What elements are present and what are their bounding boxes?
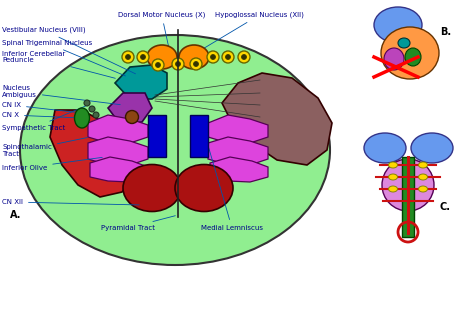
Ellipse shape [126, 54, 130, 60]
Ellipse shape [241, 54, 246, 60]
Ellipse shape [382, 159, 434, 211]
Ellipse shape [175, 61, 181, 66]
Text: Inferior Cerebellar
Peduncle: Inferior Cerebellar Peduncle [2, 50, 115, 78]
Ellipse shape [389, 174, 398, 180]
Ellipse shape [155, 62, 161, 67]
Text: CN X: CN X [2, 112, 79, 118]
Text: Pyramidal Tract: Pyramidal Tract [101, 216, 175, 231]
Ellipse shape [152, 59, 164, 71]
Ellipse shape [419, 174, 428, 180]
Ellipse shape [389, 162, 398, 168]
Text: CN XII: CN XII [2, 199, 139, 205]
Ellipse shape [74, 108, 90, 128]
Polygon shape [402, 157, 414, 237]
Ellipse shape [222, 51, 234, 63]
Ellipse shape [89, 106, 95, 112]
Text: B.: B. [440, 27, 451, 37]
Ellipse shape [210, 54, 216, 60]
Ellipse shape [226, 54, 230, 60]
Ellipse shape [381, 27, 439, 79]
Ellipse shape [123, 164, 181, 211]
Text: Vestibular Nucleus (VIII): Vestibular Nucleus (VIII) [2, 27, 136, 74]
Ellipse shape [398, 38, 410, 48]
Ellipse shape [419, 186, 428, 192]
Ellipse shape [175, 164, 233, 211]
Text: CN IX: CN IX [2, 102, 79, 113]
Ellipse shape [126, 111, 138, 123]
Ellipse shape [207, 51, 219, 63]
Text: Sympathetic Tract: Sympathetic Tract [2, 106, 85, 131]
Text: Nucleus
Ambiguus: Nucleus Ambiguus [2, 85, 120, 105]
Ellipse shape [405, 48, 421, 66]
Text: Dorsal Motor Nucleus (X): Dorsal Motor Nucleus (X) [118, 12, 205, 50]
Ellipse shape [419, 162, 428, 168]
Polygon shape [148, 115, 166, 157]
Polygon shape [115, 65, 167, 99]
Ellipse shape [93, 112, 99, 118]
Ellipse shape [140, 54, 146, 60]
Polygon shape [88, 137, 148, 165]
Text: Spinothalamic
Tract: Spinothalamic Tract [2, 138, 87, 157]
Ellipse shape [20, 35, 330, 265]
Ellipse shape [193, 61, 199, 66]
Text: Inferior Olive: Inferior Olive [2, 158, 102, 171]
Ellipse shape [238, 51, 250, 63]
Text: A.: A. [10, 210, 21, 220]
Ellipse shape [374, 7, 422, 43]
Ellipse shape [389, 186, 398, 192]
Polygon shape [190, 115, 208, 157]
Ellipse shape [179, 45, 209, 69]
Polygon shape [208, 137, 268, 165]
Ellipse shape [122, 51, 134, 63]
Polygon shape [90, 157, 148, 182]
Text: Hypoglossal Nucleus (XII): Hypoglossal Nucleus (XII) [199, 12, 304, 52]
Ellipse shape [190, 58, 202, 70]
Text: C.: C. [440, 202, 451, 212]
Ellipse shape [411, 133, 453, 163]
Text: Spinal Trigeminal Nucleus: Spinal Trigeminal Nucleus [2, 40, 126, 76]
Ellipse shape [137, 51, 149, 63]
Polygon shape [222, 73, 332, 165]
Ellipse shape [147, 45, 177, 69]
Polygon shape [108, 93, 152, 124]
Polygon shape [208, 115, 268, 143]
Ellipse shape [364, 133, 406, 163]
Ellipse shape [172, 58, 184, 70]
Text: Medial Lemniscus: Medial Lemniscus [201, 138, 263, 231]
Polygon shape [50, 110, 138, 197]
Ellipse shape [84, 100, 90, 106]
Polygon shape [210, 157, 268, 182]
Ellipse shape [384, 48, 404, 70]
Polygon shape [88, 115, 148, 143]
